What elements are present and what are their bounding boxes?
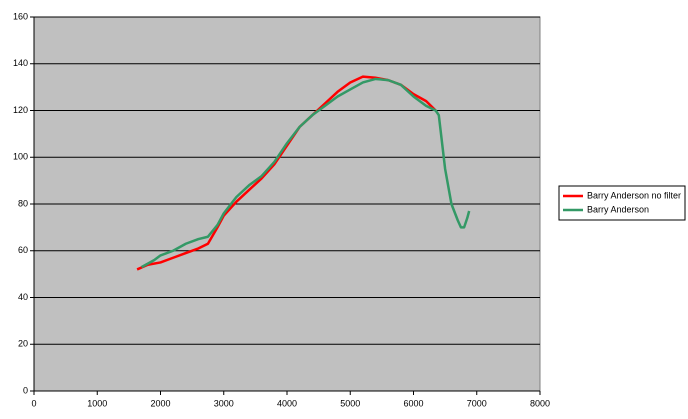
x-tick-label: 3000	[214, 398, 234, 408]
legend-label: Barry Anderson	[587, 204, 649, 214]
y-tick-label: 100	[13, 152, 28, 162]
x-tick-label: 6000	[403, 398, 423, 408]
x-tick-label: 7000	[467, 398, 487, 408]
y-tick-label: 140	[13, 58, 28, 68]
x-tick-label: 4000	[277, 398, 297, 408]
x-tick-label: 5000	[340, 398, 360, 408]
y-tick-label: 20	[18, 339, 28, 349]
x-tick-label: 2000	[150, 398, 170, 408]
y-tick-label: 160	[13, 11, 28, 21]
legend-box	[558, 185, 686, 221]
legend-label: Barry Anderson no filter	[587, 190, 681, 200]
y-tick-label: 60	[18, 245, 28, 255]
y-tick-label: 40	[18, 292, 28, 302]
x-tick-label: 1000	[87, 398, 107, 408]
y-tick-label: 0	[23, 385, 28, 395]
x-tick-label: 8000	[530, 398, 550, 408]
x-tick-label: 0	[31, 398, 36, 408]
series-line	[140, 77, 471, 269]
y-tick-label: 80	[18, 198, 28, 208]
y-tick-label: 120	[13, 105, 28, 115]
